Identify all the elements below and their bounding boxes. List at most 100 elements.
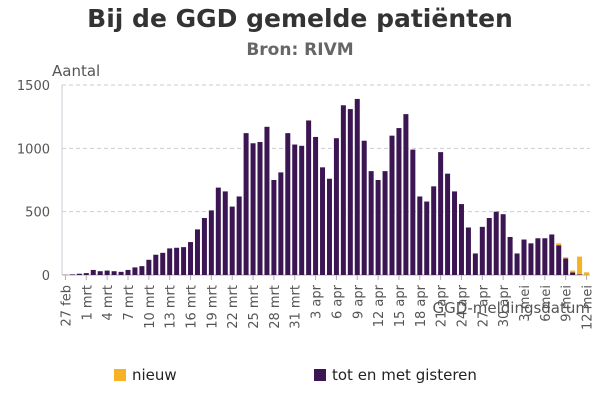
x-tick-label: 12 apr [372, 284, 387, 327]
x-tick-label: 12 mei [581, 285, 596, 330]
bar-tot-en-met-gisteren [285, 133, 291, 275]
bar-tot-en-met-gisteren [465, 227, 471, 275]
bar-tot-en-met-gisteren [292, 144, 298, 275]
bar-tot-en-met-gisteren [361, 140, 367, 275]
bar-tot-en-met-gisteren [535, 238, 541, 275]
bar-tot-en-met-gisteren [125, 269, 131, 275]
bar-tot-en-met-gisteren [278, 172, 284, 275]
bar-tot-en-met-gisteren [563, 258, 569, 275]
x-tick-label: 27 feb [59, 285, 74, 327]
y-tick-label: 500 [25, 206, 50, 221]
chart-title: Bij de GGD gemelde patiënten [87, 4, 513, 33]
bar-tot-en-met-gisteren [452, 191, 458, 275]
bar-tot-en-met-gisteren [326, 178, 332, 275]
bar-tot-en-met-gisteren [76, 273, 82, 275]
x-tick-label: 18 apr [414, 284, 429, 327]
x-tick-label: 24 apr [455, 284, 470, 327]
bar-tot-en-met-gisteren [194, 229, 200, 275]
bar-nieuw [577, 256, 583, 275]
chart-subtitle: Bron: RIVM [246, 40, 354, 60]
x-tick-label: 16 mrt [185, 285, 200, 329]
bar-tot-en-met-gisteren [514, 253, 520, 275]
bar-tot-en-met-gisteren [493, 211, 499, 275]
bar-tot-en-met-gisteren [549, 234, 555, 275]
bar-tot-en-met-gisteren [479, 226, 485, 275]
x-tick-label: 31 mrt [289, 285, 304, 329]
bar-tot-en-met-gisteren [340, 105, 346, 276]
bar-nieuw [563, 257, 569, 259]
bar-tot-en-met-gisteren [354, 98, 360, 275]
bar-tot-en-met-gisteren [500, 214, 506, 275]
bar-tot-en-met-gisteren [486, 218, 492, 275]
bar-tot-en-met-gisteren [208, 210, 214, 275]
x-tick-label: 30 apr [497, 284, 512, 327]
x-tick-label: 7 mrt [122, 285, 137, 321]
x-tick-label: 9 mei [560, 285, 575, 322]
bar-tot-en-met-gisteren [382, 171, 388, 275]
bar-tot-en-met-gisteren [188, 242, 194, 275]
y-tick-label: 1000 [17, 142, 50, 157]
x-tick-label: 19 mrt [205, 285, 220, 329]
x-tick-label: 28 mrt [268, 285, 283, 329]
bar-tot-en-met-gisteren [299, 145, 305, 275]
bar-tot-en-met-gisteren [97, 271, 103, 275]
x-tick-label: 1 mrt [80, 285, 95, 321]
x-tick-label: 25 mrt [247, 285, 262, 329]
bar-tot-en-met-gisteren [222, 191, 228, 275]
bar-tot-en-met-gisteren [306, 120, 312, 275]
bar-tot-en-met-gisteren [472, 253, 478, 275]
y-tick-label: 1500 [17, 79, 50, 94]
x-tick-label: 13 mrt [164, 285, 179, 329]
bar-tot-en-met-gisteren [236, 196, 242, 275]
bar-tot-en-met-gisteren [458, 204, 464, 275]
x-tick-label: 6 mei [539, 285, 554, 322]
x-tick-label: 22 mrt [226, 285, 241, 329]
bar-tot-en-met-gisteren [542, 238, 548, 275]
bar-tot-en-met-gisteren [69, 274, 75, 275]
bar-tot-en-met-gisteren [174, 247, 180, 275]
bar-tot-en-met-gisteren [570, 272, 576, 275]
x-tick-label: 21 apr [435, 284, 450, 327]
bar-tot-en-met-gisteren [347, 109, 353, 275]
legend-label-tot-en-met-gisteren: tot en met gisteren [332, 366, 477, 384]
bar-tot-en-met-gisteren [556, 245, 562, 275]
bar-tot-en-met-gisteren [132, 267, 138, 275]
bar-tot-en-met-gisteren [431, 186, 437, 275]
legend-item-nieuw[interactable]: nieuw [114, 366, 177, 384]
bar-tot-en-met-gisteren [83, 273, 89, 275]
bar-nieuw [570, 270, 576, 273]
bar-nieuw [556, 243, 562, 246]
bar-tot-en-met-gisteren [375, 180, 381, 275]
x-tick-label: 15 apr [393, 284, 408, 327]
bar-tot-en-met-gisteren [229, 206, 235, 275]
bar-tot-en-met-gisteren [146, 259, 152, 275]
bar-tot-en-met-gisteren [507, 237, 513, 275]
bar-tot-en-met-gisteren [424, 201, 430, 275]
bar-tot-en-met-gisteren [111, 271, 117, 275]
legend-swatch-tot-en-met-gisteren [314, 369, 326, 381]
bar-tot-en-met-gisteren [438, 152, 444, 275]
bar-nieuw [584, 272, 590, 275]
bar-tot-en-met-gisteren [521, 239, 527, 275]
legend-label-nieuw: nieuw [132, 366, 177, 384]
x-tick-label: 27 apr [476, 284, 491, 327]
bar-tot-en-met-gisteren [250, 143, 256, 275]
bar-tot-en-met-gisteren [313, 136, 319, 275]
y-axis-label: Aantal [52, 62, 100, 80]
legend-swatch-nieuw [114, 369, 126, 381]
bar-tot-en-met-gisteren [264, 126, 270, 275]
bar-tot-en-met-gisteren [410, 149, 416, 275]
bar-tot-en-met-gisteren [118, 271, 124, 275]
bar-tot-en-met-gisteren [320, 167, 326, 275]
x-tick-label: 10 mrt [143, 285, 158, 329]
bar-tot-en-met-gisteren [215, 187, 221, 275]
bar-tot-en-met-gisteren [181, 247, 187, 275]
bar-tot-en-met-gisteren [90, 269, 96, 275]
x-tick-label: 3 mei [518, 285, 533, 322]
bar-tot-en-met-gisteren [167, 248, 173, 275]
x-tick-label: 6 apr [330, 284, 345, 319]
bar-tot-en-met-gisteren [257, 142, 263, 275]
y-tick-label: 0 [42, 269, 50, 284]
legend-item-tot-en-met-gisteren[interactable]: tot en met gisteren [314, 366, 477, 384]
